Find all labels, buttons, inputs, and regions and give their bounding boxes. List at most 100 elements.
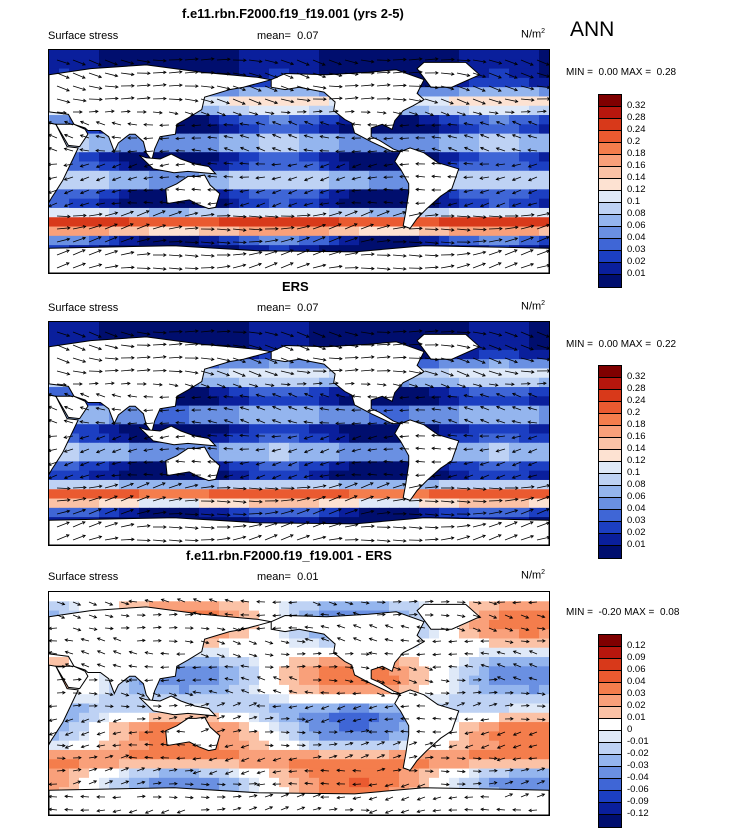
field-cell: [339, 180, 350, 190]
field-cell: [339, 322, 350, 332]
field-cell: [389, 208, 400, 218]
field-cell: [329, 424, 340, 434]
field-cell: [439, 471, 450, 481]
field-cell: [499, 396, 510, 406]
field-cell: [239, 638, 250, 648]
field-cell: [229, 601, 240, 611]
field-cell: [509, 152, 520, 162]
field-cell: [529, 499, 540, 509]
field-cell: [79, 452, 90, 462]
field-cell: [69, 180, 80, 190]
field-cell: [359, 508, 370, 518]
field-cell: [339, 489, 350, 499]
field-cell: [49, 322, 60, 332]
field-cell: [149, 180, 160, 190]
field-cell: [369, 227, 380, 237]
field-cell: [69, 236, 80, 246]
field-cell: [279, 406, 290, 416]
field-cell: [509, 96, 520, 106]
field-cell: [249, 471, 260, 481]
field-cell: [489, 434, 500, 444]
field-cell: [309, 134, 320, 144]
field-cell: [409, 50, 420, 60]
field-cell: [359, 471, 370, 481]
field-cell: [459, 96, 470, 106]
field-cell: [159, 322, 170, 332]
field-cell: [489, 461, 500, 471]
field-cell: [519, 601, 530, 611]
field-cell: [319, 152, 330, 162]
field-cell: [259, 592, 270, 602]
field-cell: [519, 611, 530, 621]
field-cell: [439, 387, 450, 397]
field-cell: [269, 592, 280, 602]
field-cell: [519, 368, 530, 378]
field-cell: [189, 152, 200, 162]
field-cell: [119, 208, 130, 218]
field-cell: [129, 208, 140, 218]
field-cell: [539, 443, 549, 453]
field-cell: [299, 152, 310, 162]
stress-arrow: [169, 514, 182, 515]
field-cell: [199, 489, 210, 499]
field-cell: [359, 592, 370, 602]
field-cell: [319, 134, 330, 144]
panel-1-max-label: MAX =: [621, 67, 651, 78]
field-cell: [439, 508, 450, 518]
field-cell: [529, 106, 540, 116]
colorbar-swatch: [599, 143, 621, 155]
field-cell: [449, 106, 460, 116]
field-cell: [389, 601, 400, 611]
field-cell: [519, 648, 530, 658]
field-cell: [359, 452, 370, 462]
field-cell: [259, 489, 270, 499]
field-cell: [429, 96, 440, 106]
field-cell: [299, 415, 310, 425]
panel-1-colorbar: [598, 94, 622, 288]
field-cell: [469, 50, 480, 60]
field-cell: [69, 592, 80, 602]
field-cell: [299, 592, 310, 602]
field-cell: [469, 322, 480, 332]
field-cell: [459, 638, 470, 648]
field-cell: [319, 124, 330, 134]
field-cell: [269, 59, 280, 69]
panel-3-units: N/m2: [521, 569, 545, 582]
field-cell: [369, 50, 380, 60]
field-cell: [509, 592, 520, 602]
field-cell: [279, 217, 290, 227]
field-cell: [139, 592, 150, 602]
field-cell: [509, 620, 520, 630]
field-cell: [379, 180, 390, 190]
field-cell: [89, 424, 100, 434]
field-cell: [59, 471, 70, 481]
field-cell: [259, 322, 270, 332]
field-cell: [299, 452, 310, 462]
field-cell: [289, 50, 300, 60]
colorbar-swatch: [599, 414, 621, 426]
field-cell: [209, 227, 220, 237]
field-cell: [359, 152, 370, 162]
field-cell: [459, 180, 470, 190]
field-cell: [529, 592, 540, 602]
field-cell: [449, 96, 460, 106]
field-cell: [519, 350, 530, 360]
field-cell: [259, 648, 270, 658]
field-cell: [379, 322, 390, 332]
colorbar-swatch: [599, 263, 621, 275]
field-cell: [379, 162, 390, 172]
field-cell: [489, 471, 500, 481]
field-cell: [519, 396, 530, 406]
field-cell: [459, 471, 470, 481]
field-cell: [289, 396, 300, 406]
field-cell: [249, 629, 260, 639]
field-cell: [329, 480, 340, 490]
field-cell: [259, 638, 270, 648]
field-cell: [309, 124, 320, 134]
field-cell: [379, 171, 390, 181]
field-cell: [519, 620, 530, 630]
field-cell: [499, 152, 510, 162]
field-cell: [429, 227, 440, 237]
field-cell: [479, 611, 490, 621]
field-cell: [149, 50, 160, 60]
